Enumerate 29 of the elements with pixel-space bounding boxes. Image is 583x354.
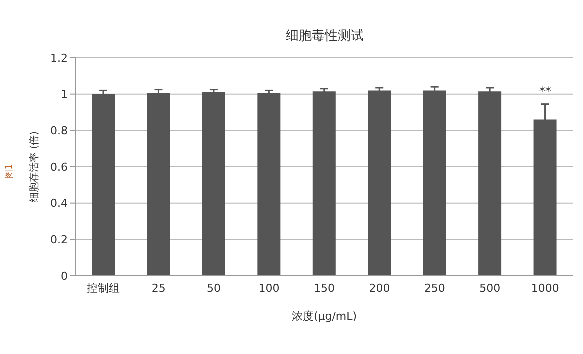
bar — [312, 92, 336, 276]
y-tick-label: 0.4 — [50, 197, 68, 210]
x-tick-label: 250 — [424, 282, 446, 295]
bar — [258, 93, 281, 276]
bar — [368, 90, 392, 276]
x-tick-label: 100 — [258, 282, 280, 295]
x-tick-label: 200 — [369, 282, 390, 295]
x-tick-label: 1000 — [531, 282, 560, 295]
x-tick-label: 50 — [207, 282, 222, 295]
y-axis-title: 细胞存活率 (倍) — [28, 131, 41, 202]
x-axis-title: 浓度(μg/mL) — [292, 310, 358, 323]
y-tick-label: 0.2 — [50, 234, 68, 247]
chart-title: 细胞毒性测试 — [285, 28, 365, 45]
bar — [202, 92, 226, 276]
x-tick-label: 控制组 — [87, 282, 120, 295]
bar — [147, 93, 170, 276]
y-tick-label: 0 — [61, 270, 68, 283]
y-tick-label: 0.8 — [50, 124, 68, 138]
x-tick-label: 25 — [152, 282, 166, 295]
caption: 图1 — [4, 164, 16, 179]
y-tick-label: 0.6 — [50, 160, 68, 174]
y-tick-label: 1.2 — [50, 52, 68, 65]
x-tick-label: 500 — [480, 282, 501, 295]
bar — [92, 94, 115, 276]
x-tick-label: 150 — [314, 282, 335, 295]
y-tick-label: 1 — [61, 88, 68, 102]
bar — [423, 90, 446, 276]
bar — [478, 92, 502, 276]
annotation: ** — [539, 84, 552, 99]
